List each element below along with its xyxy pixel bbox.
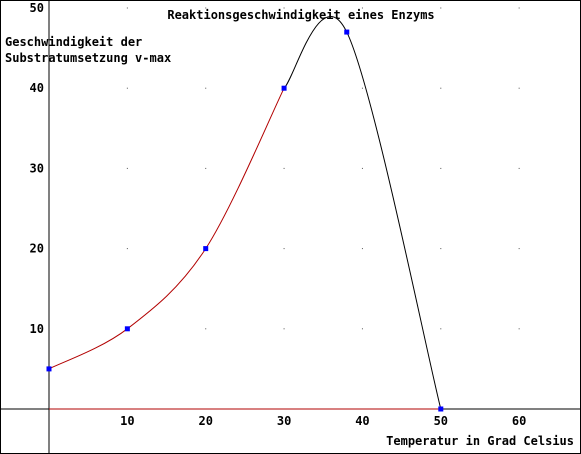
data-point bbox=[46, 366, 52, 372]
y-tick-label: 20 bbox=[30, 242, 44, 256]
tick-labels: 10 20 30 40 50 60 10 20 30 40 50 bbox=[30, 1, 527, 428]
grid-dot bbox=[126, 87, 128, 89]
grid-dot bbox=[440, 248, 442, 250]
grid-dot bbox=[361, 87, 363, 89]
grid-dot bbox=[283, 328, 285, 330]
grid-dot bbox=[361, 328, 363, 330]
grid-dot bbox=[518, 167, 520, 169]
grid-dot bbox=[126, 167, 128, 169]
chart-title: Reaktionsgeschwindigkeit eines Enzyms bbox=[167, 8, 434, 22]
y-tick-label: 40 bbox=[30, 81, 44, 95]
grid-dot bbox=[440, 87, 442, 89]
data-point bbox=[281, 85, 287, 91]
data-points bbox=[46, 29, 444, 412]
grid-dot bbox=[361, 7, 363, 9]
grid-dot bbox=[518, 328, 520, 330]
grid-dot bbox=[440, 167, 442, 169]
grid-dot bbox=[361, 167, 363, 169]
x-tick-label: 10 bbox=[120, 414, 134, 428]
data-point bbox=[124, 326, 130, 332]
y-tick-label: 50 bbox=[30, 1, 44, 15]
grid-dot bbox=[283, 167, 285, 169]
grid-dot bbox=[361, 248, 363, 250]
series-line-1 bbox=[48, 87, 285, 370]
data-point bbox=[203, 246, 209, 252]
x-tick-label: 30 bbox=[277, 414, 291, 428]
y-axis-label-line-2: Substratumsetzung v-max bbox=[5, 51, 171, 65]
grid-dot bbox=[440, 328, 442, 330]
series-layer bbox=[48, 15, 442, 410]
x-tick-label: 40 bbox=[355, 414, 369, 428]
grid-dot bbox=[205, 167, 207, 169]
x-tick-label: 60 bbox=[512, 414, 526, 428]
y-tick-label: 10 bbox=[30, 322, 44, 336]
y-tick-label: 30 bbox=[30, 161, 44, 175]
x-axis-label: Temperatur in Grad Celsius bbox=[386, 434, 574, 448]
grid-dot bbox=[126, 248, 128, 250]
grid-dot bbox=[440, 7, 442, 9]
grid-dot bbox=[283, 7, 285, 9]
series-line-2 bbox=[283, 15, 442, 410]
grid-dot bbox=[283, 248, 285, 250]
grid-dot bbox=[126, 7, 128, 9]
data-point bbox=[438, 406, 444, 412]
y-axis-label-line-1: Geschwindigkeit der bbox=[5, 35, 142, 49]
grid-dot bbox=[518, 248, 520, 250]
data-point bbox=[344, 29, 350, 35]
grid-dot bbox=[205, 7, 207, 9]
grid-dot bbox=[518, 87, 520, 89]
grid-dot bbox=[205, 328, 207, 330]
x-tick-label: 20 bbox=[198, 414, 212, 428]
x-tick-label: 50 bbox=[434, 414, 448, 428]
grid-dot bbox=[518, 7, 520, 9]
grid-dot bbox=[205, 87, 207, 89]
